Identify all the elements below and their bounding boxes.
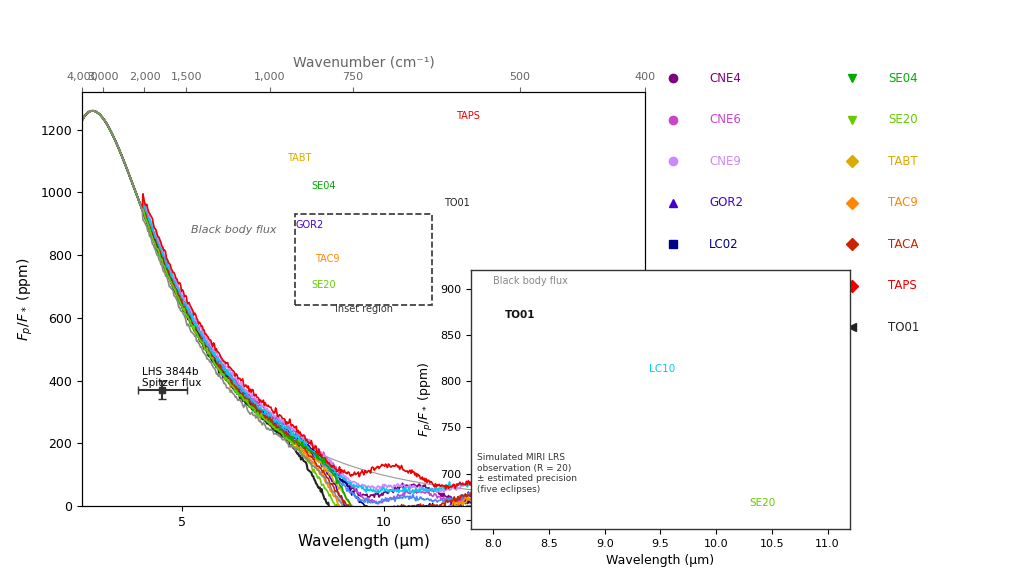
- Text: TACA: TACA: [888, 238, 919, 251]
- Text: SE20: SE20: [888, 113, 918, 126]
- Text: GOR2: GOR2: [709, 196, 743, 209]
- Text: SE20: SE20: [750, 498, 776, 508]
- X-axis label: Wavelength (μm): Wavelength (μm): [606, 554, 715, 568]
- Text: TAC9: TAC9: [888, 196, 919, 209]
- Text: TO01: TO01: [444, 198, 470, 209]
- Text: TO01: TO01: [888, 321, 920, 334]
- Y-axis label: $F_p/F_*$ (ppm): $F_p/F_*$ (ppm): [417, 362, 434, 438]
- X-axis label: Wavelength (μm): Wavelength (μm): [298, 534, 429, 549]
- Text: TABT: TABT: [287, 153, 311, 163]
- Text: SE04: SE04: [311, 181, 336, 191]
- Text: LC10: LC10: [649, 364, 676, 374]
- Text: TAPS: TAPS: [456, 110, 480, 121]
- Text: LC10: LC10: [709, 321, 738, 334]
- Text: LC09: LC09: [709, 279, 738, 293]
- Y-axis label: $F_p/F_*$ (ppm): $F_p/F_*$ (ppm): [15, 257, 35, 341]
- Text: GOR2: GOR2: [295, 220, 324, 231]
- Text: Black body flux: Black body flux: [494, 276, 568, 286]
- Text: CNE6: CNE6: [709, 113, 741, 126]
- Text: SE04: SE04: [888, 72, 918, 85]
- Text: Black body flux: Black body flux: [190, 225, 276, 235]
- Text: LC02: LC02: [709, 238, 738, 251]
- Text: TAPS: TAPS: [888, 279, 918, 293]
- Text: SE20: SE20: [311, 280, 336, 290]
- Text: Simulated MIRI LRS
observation (R = 20)
± estimated precision
(five eclipses): Simulated MIRI LRS observation (R = 20) …: [476, 454, 577, 494]
- Text: WBO4: WBO4: [709, 362, 745, 375]
- Text: LHS 3844b
Spitzer flux: LHS 3844b Spitzer flux: [142, 367, 202, 388]
- Text: TABT: TABT: [888, 155, 919, 168]
- X-axis label: Wavenumber (cm⁻¹): Wavenumber (cm⁻¹): [293, 56, 434, 70]
- Text: TO01: TO01: [505, 310, 535, 320]
- Text: CNE9: CNE9: [709, 155, 741, 168]
- Text: CNE4: CNE4: [709, 72, 741, 85]
- Text: Inset region: Inset region: [335, 304, 392, 313]
- Text: TAC9: TAC9: [315, 254, 340, 264]
